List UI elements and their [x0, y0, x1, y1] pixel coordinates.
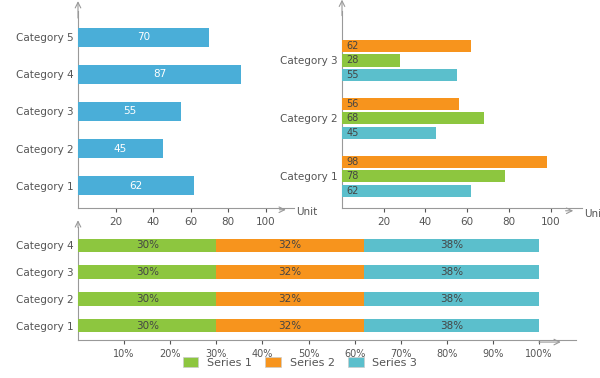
Bar	[217, 265, 364, 279]
Bar	[342, 184, 472, 197]
Text: 32%: 32%	[278, 267, 302, 277]
Bar	[78, 102, 181, 121]
Bar	[217, 292, 364, 306]
Bar	[78, 319, 217, 333]
Text: 55: 55	[346, 70, 359, 80]
Text: 32%: 32%	[278, 240, 302, 251]
Bar	[78, 139, 163, 158]
Bar	[342, 127, 436, 139]
Bar	[364, 319, 539, 333]
Text: 38%: 38%	[440, 294, 463, 304]
Text: 70: 70	[137, 32, 151, 42]
Text: 45: 45	[113, 144, 127, 153]
Bar	[217, 319, 364, 333]
Text: 30%: 30%	[136, 294, 158, 304]
Text: 30%: 30%	[136, 267, 158, 277]
Text: 56: 56	[346, 99, 359, 109]
Bar	[364, 239, 539, 253]
Legend: Series 1, Series 2, Series 3: Series 1, Series 2, Series 3	[178, 353, 422, 372]
Bar	[78, 239, 217, 253]
Bar	[78, 28, 209, 47]
Text: 62: 62	[346, 186, 359, 195]
Text: Unit: Unit	[584, 209, 600, 219]
Bar	[78, 265, 217, 279]
Bar	[217, 239, 364, 253]
Bar	[342, 156, 547, 168]
Text: 98: 98	[346, 156, 358, 167]
Bar	[364, 265, 539, 279]
Bar	[78, 292, 217, 306]
Bar	[364, 292, 539, 306]
Bar	[342, 69, 457, 81]
Bar	[342, 40, 472, 52]
Text: 62: 62	[130, 181, 143, 191]
Text: 38%: 38%	[440, 321, 463, 330]
Text: 38%: 38%	[440, 240, 463, 251]
Text: 38%: 38%	[440, 267, 463, 277]
Text: 30%: 30%	[136, 321, 158, 330]
Text: Unit: Unit	[296, 208, 317, 217]
Bar	[342, 54, 400, 67]
Bar	[342, 170, 505, 182]
Text: 32%: 32%	[278, 321, 302, 330]
Text: 78: 78	[346, 171, 359, 181]
Bar	[78, 176, 194, 195]
Text: 55: 55	[123, 107, 136, 116]
Text: 62: 62	[346, 41, 359, 51]
Text: 32%: 32%	[278, 294, 302, 304]
Text: 28: 28	[346, 56, 359, 65]
Bar	[342, 112, 484, 124]
Bar	[342, 98, 459, 110]
Text: 45: 45	[346, 128, 359, 138]
Text: 68: 68	[346, 113, 358, 123]
Text: 30%: 30%	[136, 240, 158, 251]
Bar	[78, 65, 241, 84]
Text: 87: 87	[153, 70, 166, 79]
